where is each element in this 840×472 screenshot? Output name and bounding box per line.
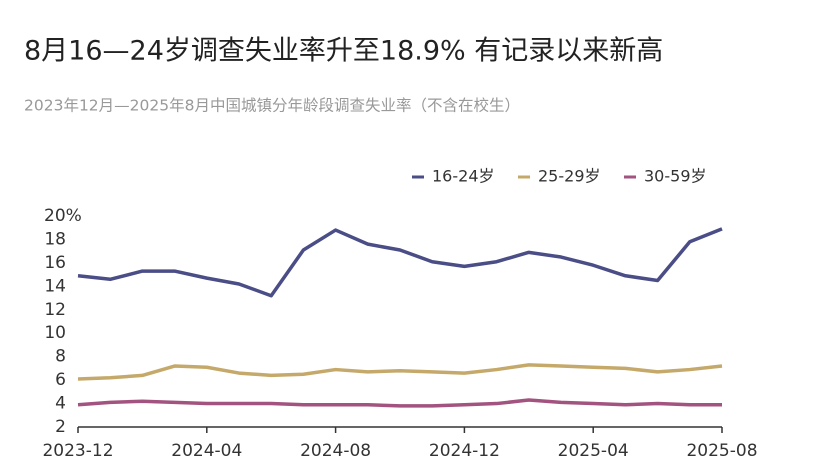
- x-tick-label: 2023-12: [42, 441, 113, 461]
- x-tick-label: 2024-04: [171, 441, 242, 461]
- x-tick-label: 2024-08: [300, 441, 371, 461]
- y-tick-label: 20%: [44, 206, 82, 226]
- legend-label: 30-59岁: [644, 167, 707, 186]
- y-tick-label: 18: [44, 229, 66, 249]
- y-tick-label: 14: [44, 276, 66, 296]
- y-tick-label: 6: [55, 370, 66, 390]
- y-tick-label: 12: [44, 300, 66, 320]
- y-tick-label: 4: [55, 394, 66, 414]
- series-line: [77, 398, 722, 408]
- chart-title: 8月16—24岁调查失业率升至18.9% 有记录以来新高: [24, 36, 663, 67]
- x-tick-label: 2025-08: [686, 441, 757, 461]
- y-tick-label: 2: [55, 417, 66, 437]
- y-tick-label: 8: [55, 347, 66, 367]
- y-tick-label: 10: [44, 323, 66, 343]
- x-tick-label: 2025-04: [558, 441, 629, 461]
- series-line: [77, 363, 723, 381]
- x-tick-label: 2024-12: [429, 441, 500, 461]
- chart-subtitle: 2023年12月—2025年8月中国城镇分年龄段调查失业率（不含在校生）: [24, 97, 520, 115]
- legend-label: 16-24岁: [432, 167, 495, 186]
- y-tick-label: 16: [44, 253, 66, 273]
- legend-label: 25-29岁: [538, 167, 601, 186]
- series-line: [77, 227, 723, 298]
